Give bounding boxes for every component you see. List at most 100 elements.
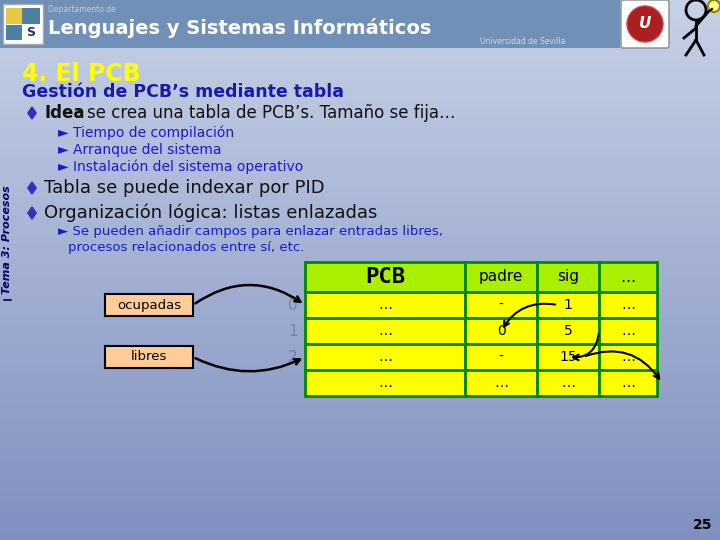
Bar (0, 397, 720, 405)
Text: Departamento de: Departamento de (48, 5, 116, 15)
Bar (0, 46, 720, 54)
Bar (0, 249, 720, 256)
Bar (0, 411, 720, 418)
Bar (537, 262, 599, 292)
Bar (0, 330, 720, 338)
Bar (0, 377, 720, 384)
Bar (0, 114, 720, 122)
Bar (0, 471, 720, 480)
Text: …: … (621, 376, 635, 390)
Bar (0, 350, 720, 357)
Text: Tema 3: Procesos: Tema 3: Procesos (2, 186, 12, 294)
Bar (0, 12, 720, 20)
Text: : se crea una tabla de PCB’s. Tamaño se fija…: : se crea una tabla de PCB’s. Tamaño se … (76, 104, 456, 122)
Bar (0, 505, 720, 513)
Text: 15: 15 (559, 350, 577, 364)
Text: 4. El PCB: 4. El PCB (22, 62, 140, 86)
Bar (0, 262, 720, 270)
Bar (0, 363, 720, 372)
Bar (0, 215, 720, 222)
Bar (6, 25, 22, 40)
Bar (0, 154, 720, 162)
Bar (0, 134, 720, 141)
Bar (0, 316, 720, 324)
Bar (599, 292, 657, 318)
Bar (305, 370, 465, 396)
Bar (0, 53, 720, 60)
Text: Universidad de Sevilla: Universidad de Sevilla (480, 37, 565, 45)
Text: 25: 25 (693, 518, 712, 532)
Text: procesos relacionados entre sí, etc.: procesos relacionados entre sí, etc. (68, 240, 305, 253)
Bar (0, 93, 720, 102)
Bar (0, 532, 720, 540)
Bar (0, 357, 720, 364)
Bar (537, 370, 599, 396)
Bar (0, 458, 720, 465)
Bar (0, 39, 720, 47)
Bar (0, 485, 720, 492)
Polygon shape (28, 207, 36, 219)
Bar (0, 323, 720, 330)
Bar (0, 120, 720, 128)
Text: -: - (498, 350, 503, 364)
Bar (0, 228, 720, 237)
Bar (22, 8, 40, 24)
Bar (0, 289, 720, 297)
Bar (0, 242, 720, 249)
FancyBboxPatch shape (621, 0, 669, 48)
Bar (305, 344, 465, 370)
Text: …: … (378, 350, 392, 364)
Bar (0, 0, 720, 6)
Bar (0, 336, 720, 345)
Bar (305, 262, 465, 292)
Bar (6, 8, 22, 24)
Bar (0, 100, 720, 108)
Bar (0, 492, 720, 500)
Polygon shape (28, 182, 36, 194)
Bar (0, 168, 720, 176)
Bar (0, 181, 720, 189)
Bar (0, 255, 720, 263)
Bar (0, 188, 720, 195)
Text: …: … (378, 298, 392, 312)
Bar (22, 25, 40, 40)
Bar (0, 269, 720, 276)
Text: ► Se pueden añadir campos para enlazar entradas libres,: ► Se pueden añadir campos para enlazar e… (58, 226, 443, 239)
Text: …: … (561, 376, 575, 390)
Bar (599, 262, 657, 292)
Bar (0, 127, 720, 135)
Bar (0, 235, 720, 243)
Bar (465, 292, 537, 318)
Text: Lenguajes y Sistemas Informáticos: Lenguajes y Sistemas Informáticos (48, 18, 431, 38)
Text: PCB: PCB (365, 267, 405, 287)
Text: ocupadas: ocupadas (117, 299, 181, 312)
Bar (0, 478, 720, 486)
Circle shape (627, 6, 663, 42)
Bar (0, 73, 720, 81)
Bar (0, 404, 720, 411)
Bar (0, 161, 720, 168)
Bar (0, 33, 720, 40)
Bar (537, 318, 599, 344)
Bar (0, 222, 720, 230)
Text: 1: 1 (564, 298, 572, 312)
Bar (0, 451, 720, 459)
Text: 1: 1 (288, 323, 298, 339)
Bar (0, 431, 720, 438)
Bar (0, 147, 720, 156)
Bar (0, 384, 720, 392)
Bar (465, 370, 537, 396)
Bar (3, 4, 43, 44)
Bar (465, 262, 537, 292)
Bar (599, 344, 657, 370)
Text: …: … (494, 376, 508, 390)
Bar (0, 512, 720, 519)
Bar (0, 417, 720, 426)
Bar (0, 498, 720, 507)
Bar (0, 0, 620, 48)
Bar (0, 296, 720, 303)
Text: …: … (621, 298, 635, 312)
Bar (0, 19, 720, 27)
Text: Organización lógica: listas enlazadas: Organización lógica: listas enlazadas (44, 204, 377, 222)
Bar (0, 195, 720, 202)
